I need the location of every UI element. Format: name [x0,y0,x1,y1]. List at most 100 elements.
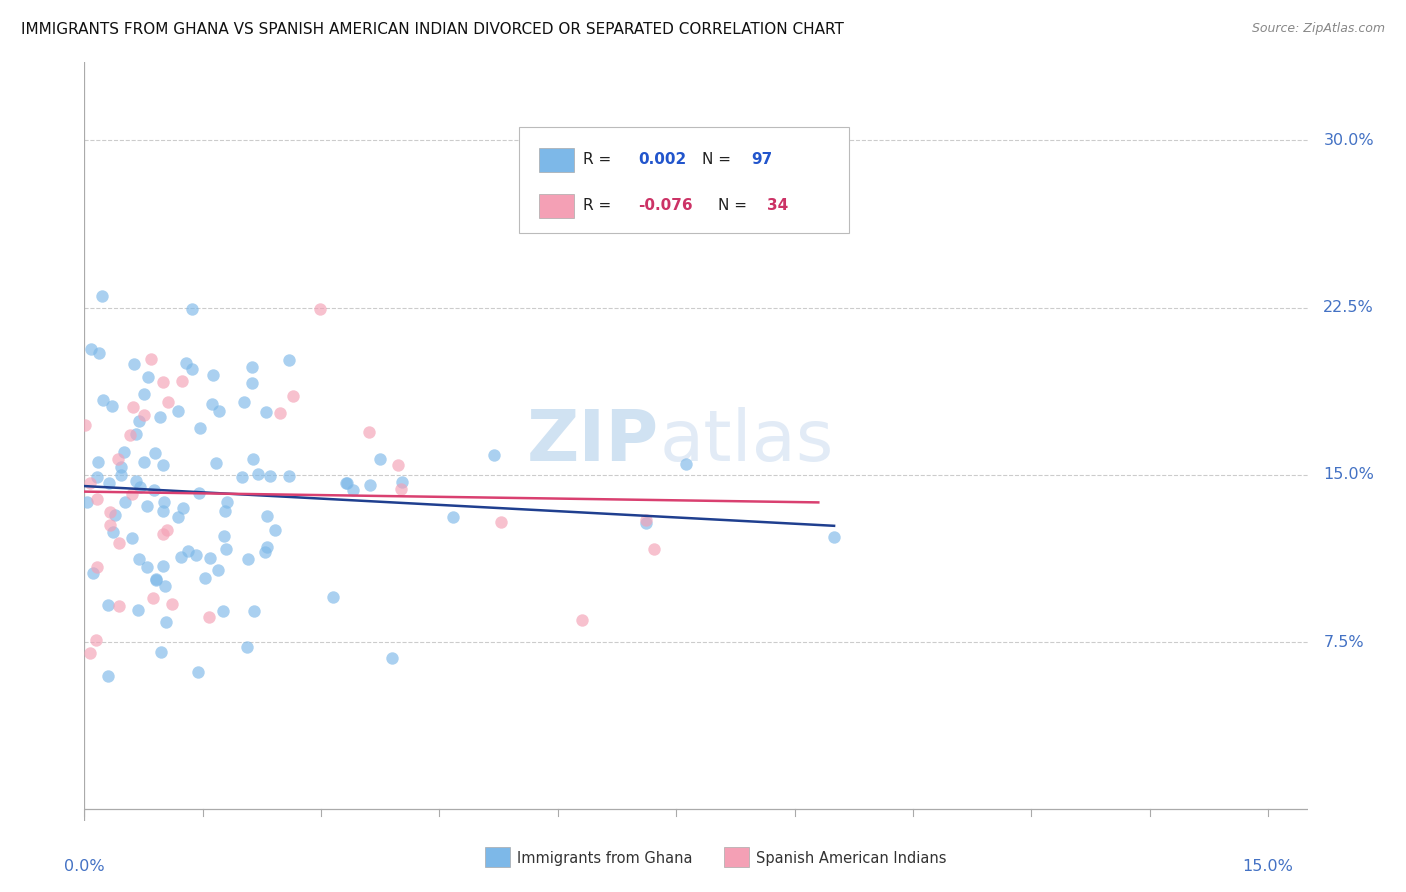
Point [86,492,108,507]
Point [162,597,184,611]
Point [381,650,404,665]
Point [231,470,253,484]
Point [359,478,381,492]
Point [166,404,188,418]
Text: Immigrants from Ghana: Immigrants from Ghana [517,851,693,865]
Point [110,468,132,483]
Point [194,571,217,585]
Point [254,405,277,419]
Point [217,495,239,509]
Point [643,542,665,557]
Text: N =: N = [718,198,752,213]
Point [172,374,194,388]
Point [198,551,221,566]
Point [143,446,166,460]
Point [152,458,174,472]
Point [152,558,174,573]
Point [387,458,409,472]
Point [181,362,204,376]
Point [240,359,263,374]
Point [207,563,229,577]
Point [97,476,120,491]
Point [100,399,122,413]
Point [110,459,132,474]
Point [177,544,200,558]
Point [76,495,98,509]
Point [82,566,104,581]
Text: -0.076: -0.076 [638,198,693,213]
Point [342,483,364,497]
Point [238,551,260,566]
Point [79,476,101,491]
Point [215,541,238,556]
Point [141,351,163,366]
Point [278,353,301,368]
Point [155,615,177,629]
Point [212,604,235,618]
Point [80,342,103,356]
Text: Source: ZipAtlas.com: Source: ZipAtlas.com [1251,22,1385,36]
Point [368,451,391,466]
Point [104,508,127,522]
Text: 0.002: 0.002 [638,152,686,167]
Point [441,509,464,524]
Point [186,548,208,562]
Point [232,395,254,409]
Point [336,475,359,490]
Text: 97: 97 [751,152,772,167]
Text: 30.0%: 30.0% [1323,133,1374,148]
Text: ZIP: ZIP [527,407,659,476]
Point [132,387,155,401]
Point [357,425,380,440]
Point [208,404,231,418]
Point [108,536,131,550]
Point [87,455,110,469]
Point [122,400,145,414]
Point [201,397,224,411]
Point [153,495,176,509]
FancyBboxPatch shape [540,194,574,218]
Point [309,302,332,317]
Point [136,500,159,514]
Point [152,375,174,389]
Point [152,527,174,541]
Point [675,457,697,471]
Point [121,531,143,545]
Point [128,480,150,494]
Point [97,669,120,683]
Point [277,469,299,483]
Text: 15.0%: 15.0% [1243,858,1294,873]
Point [322,590,344,604]
Point [121,487,143,501]
Text: 22.5%: 22.5% [1323,301,1374,315]
Point [98,518,121,533]
Point [90,289,112,303]
Point [118,427,141,442]
Point [132,408,155,422]
Point [391,475,413,489]
Point [170,550,193,565]
Text: R =: R = [583,152,617,167]
Point [571,614,593,628]
Point [122,357,145,371]
Point [281,389,304,403]
Point [214,504,236,518]
Point [269,406,291,420]
Point [484,448,506,462]
Point [135,560,157,574]
Text: 0.0%: 0.0% [65,858,104,873]
Point [172,500,194,515]
Point [256,509,278,524]
Point [127,603,149,617]
Point [112,445,135,459]
Point [187,665,209,680]
Point [143,483,166,497]
Point [174,356,197,370]
Point [636,513,658,527]
Point [79,646,101,660]
FancyBboxPatch shape [540,148,574,172]
Text: IMMIGRANTS FROM GHANA VS SPANISH AMERICAN INDIAN DIVORCED OR SEPARATED CORRELATI: IMMIGRANTS FROM GHANA VS SPANISH AMERICA… [21,22,844,37]
Point [100,505,122,519]
Text: Spanish American Indians: Spanish American Indians [756,851,946,865]
Point [101,525,124,540]
